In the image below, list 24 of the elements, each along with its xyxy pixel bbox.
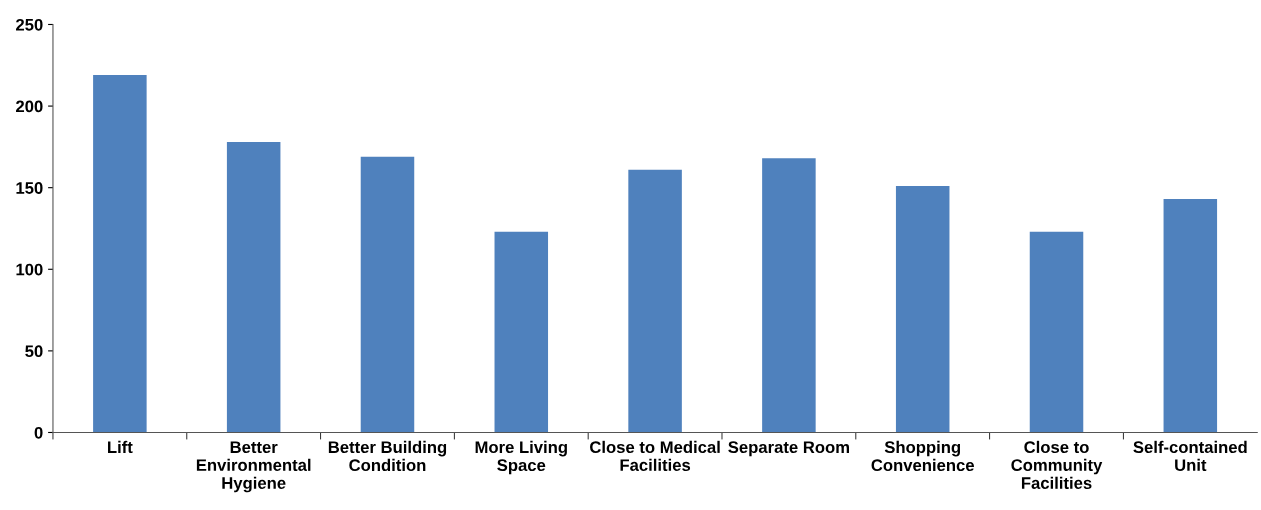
x-tick-label: Self-contained Unit <box>1133 440 1247 472</box>
y-tick-label: 100 <box>16 263 43 276</box>
bar <box>360 156 415 433</box>
x-tick-label: Lift <box>108 440 133 454</box>
x-tick-label: Close to Community Facilities <box>1011 440 1103 489</box>
bar <box>93 75 147 433</box>
bar <box>494 231 549 433</box>
y-tick-label: 150 <box>16 182 43 194</box>
x-tick-label: Shopping Convenience <box>871 440 975 472</box>
bar <box>895 186 950 433</box>
bar <box>762 158 816 433</box>
x-tick-label: Better Building Condition <box>328 440 447 472</box>
y-tick-label: 50 <box>25 345 43 358</box>
y-tick-label: 0 <box>34 426 43 439</box>
bar <box>1029 231 1084 433</box>
y-tick-label: 250 <box>16 18 43 31</box>
x-tick-label: Separate Room <box>728 441 849 457</box>
x-tick-label: Close to Medical Facilities <box>590 440 720 472</box>
y-tick-label: 200 <box>16 100 43 113</box>
bar <box>1163 199 1218 433</box>
bar <box>226 141 281 433</box>
x-tick-label: More Living Space <box>475 440 567 475</box>
bar <box>628 169 682 433</box>
x-tick-label: Better Environmental Hygiene <box>196 441 311 493</box>
